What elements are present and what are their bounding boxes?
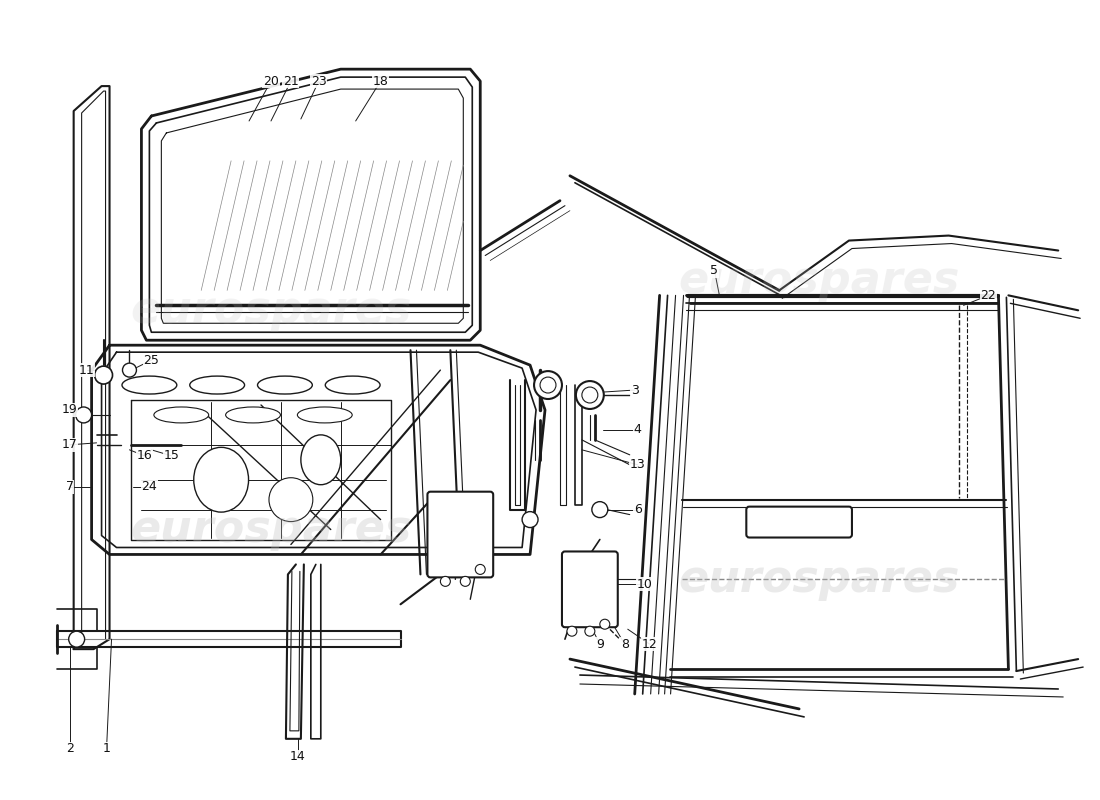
- Circle shape: [540, 377, 556, 393]
- Circle shape: [522, 512, 538, 527]
- Circle shape: [475, 565, 485, 574]
- Text: 17: 17: [62, 438, 78, 451]
- Circle shape: [576, 381, 604, 409]
- Text: 5: 5: [711, 264, 718, 277]
- Text: 15: 15: [164, 450, 179, 462]
- Circle shape: [592, 502, 608, 518]
- Circle shape: [122, 363, 136, 377]
- Circle shape: [440, 576, 450, 586]
- FancyBboxPatch shape: [562, 551, 618, 627]
- Text: 8: 8: [620, 638, 629, 650]
- FancyBboxPatch shape: [746, 506, 851, 538]
- Text: eurospares: eurospares: [130, 508, 411, 551]
- Text: eurospares: eurospares: [130, 289, 411, 332]
- Text: 6: 6: [634, 503, 641, 516]
- Text: 16: 16: [136, 450, 152, 462]
- Text: 25: 25: [143, 354, 160, 366]
- Circle shape: [460, 576, 471, 586]
- Text: 4: 4: [634, 423, 641, 436]
- Text: 21: 21: [283, 74, 299, 88]
- Text: 7: 7: [66, 480, 74, 493]
- Ellipse shape: [190, 376, 244, 394]
- Text: 18: 18: [373, 74, 388, 88]
- FancyBboxPatch shape: [428, 492, 493, 578]
- Ellipse shape: [326, 376, 381, 394]
- Text: eurospares: eurospares: [679, 259, 959, 302]
- Text: 23: 23: [311, 74, 327, 88]
- Circle shape: [95, 366, 112, 384]
- Circle shape: [68, 631, 85, 647]
- Ellipse shape: [226, 407, 280, 423]
- Text: 3: 3: [630, 383, 639, 397]
- Ellipse shape: [257, 376, 312, 394]
- Circle shape: [582, 387, 597, 403]
- Text: 24: 24: [142, 480, 157, 493]
- Circle shape: [270, 478, 312, 522]
- Text: 1: 1: [102, 742, 110, 755]
- Ellipse shape: [194, 447, 249, 512]
- Text: 10: 10: [637, 578, 652, 591]
- Text: 13: 13: [630, 458, 646, 471]
- Text: 19: 19: [62, 403, 77, 417]
- Text: 20: 20: [263, 74, 279, 88]
- Ellipse shape: [122, 376, 177, 394]
- Text: 14: 14: [290, 750, 306, 763]
- Text: 11: 11: [79, 364, 95, 377]
- Circle shape: [535, 371, 562, 399]
- Text: 9: 9: [596, 638, 604, 650]
- Circle shape: [585, 626, 595, 636]
- Circle shape: [566, 626, 576, 636]
- Ellipse shape: [301, 435, 341, 485]
- Circle shape: [600, 619, 609, 630]
- Text: 12: 12: [641, 638, 658, 650]
- Ellipse shape: [297, 407, 352, 423]
- Ellipse shape: [154, 407, 209, 423]
- Text: 2: 2: [66, 742, 74, 755]
- Text: 22: 22: [980, 289, 997, 302]
- Circle shape: [76, 407, 91, 423]
- Text: eurospares: eurospares: [679, 558, 959, 601]
